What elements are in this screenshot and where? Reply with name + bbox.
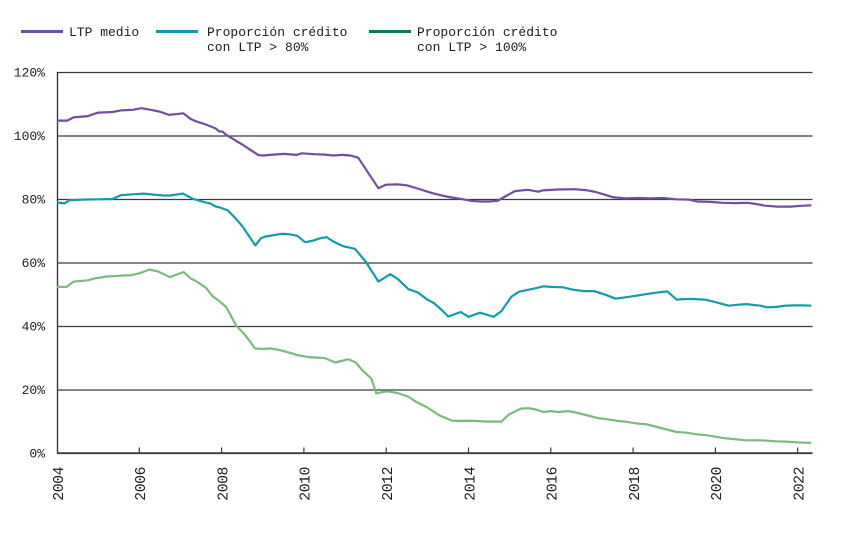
- svg-text:LTP medio: LTP medio: [69, 25, 139, 40]
- svg-text:2020: 2020: [710, 467, 726, 501]
- svg-text:2016: 2016: [546, 467, 562, 501]
- svg-text:20%: 20%: [22, 383, 46, 398]
- svg-text:Proporción crédito: Proporción crédito: [417, 25, 557, 40]
- svg-text:2006: 2006: [134, 467, 150, 501]
- svg-text:2004: 2004: [52, 466, 68, 500]
- svg-text:Proporción crédito: Proporción crédito: [207, 25, 347, 40]
- svg-text:2022: 2022: [793, 467, 809, 501]
- svg-text:2018: 2018: [628, 467, 644, 501]
- svg-text:2008: 2008: [216, 467, 232, 501]
- svg-text:0%: 0%: [29, 447, 45, 462]
- svg-text:con LTP > 80%: con LTP > 80%: [207, 40, 309, 55]
- svg-text:40%: 40%: [22, 320, 46, 335]
- svg-text:2012: 2012: [381, 467, 397, 501]
- svg-text:con LTP > 100%: con LTP > 100%: [417, 40, 526, 55]
- svg-text:80%: 80%: [22, 193, 46, 208]
- svg-text:120%: 120%: [14, 66, 45, 81]
- svg-text:100%: 100%: [14, 129, 45, 144]
- svg-text:2010: 2010: [299, 467, 315, 501]
- svg-text:60%: 60%: [22, 256, 46, 271]
- svg-text:2014: 2014: [463, 466, 479, 500]
